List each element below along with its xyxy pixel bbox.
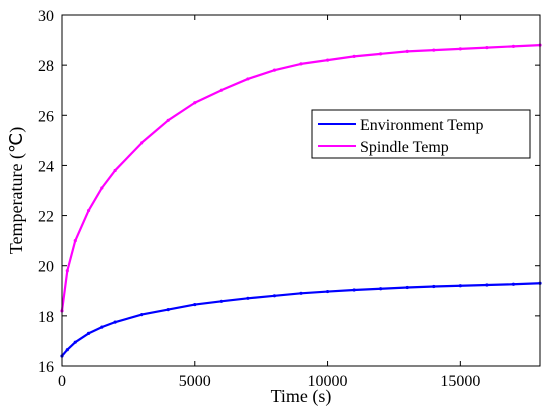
data-point (299, 291, 303, 295)
data-point (432, 284, 436, 289)
data-point (246, 296, 250, 300)
data-point (405, 285, 409, 290)
plot-area (62, 15, 540, 366)
y-tick-label: 28 (38, 58, 54, 75)
x-axis-title: Time (s) (271, 386, 332, 407)
data-point (352, 54, 356, 58)
data-point (73, 340, 77, 344)
data-point (100, 325, 104, 329)
axes-layer (61, 14, 541, 367)
data-point (193, 302, 197, 307)
data-point (219, 88, 223, 92)
x-tick-label: 5000 (179, 373, 211, 390)
data-point (246, 77, 250, 81)
x-tick-label: 15000 (440, 373, 480, 390)
series-line-1 (60, 43, 541, 311)
data-point (219, 299, 223, 303)
ticks-layer: 0 5000 10000 15000 16 18 20 22 24 26 28 30 (38, 8, 540, 390)
data-point (272, 68, 277, 72)
data-point (352, 288, 356, 292)
data-point (325, 289, 330, 294)
data-point (65, 269, 69, 273)
data-point (140, 313, 144, 317)
data-point (405, 49, 409, 53)
legend: Environment Temp Spindle Temp (311, 109, 531, 159)
data-point (166, 118, 170, 122)
y-tick-label: 20 (38, 259, 54, 276)
data-point (299, 62, 303, 66)
x-tick-label: 10000 (308, 373, 348, 390)
data-point (485, 45, 489, 50)
y-axis-title: Temperature (℃) (6, 127, 27, 254)
data-point (511, 282, 516, 286)
data-point (325, 58, 330, 62)
data-point (458, 284, 462, 288)
y-tick-label: 24 (38, 158, 54, 175)
y-tick-label: 30 (38, 8, 54, 25)
data-point (485, 283, 489, 287)
axes-frame (61, 14, 541, 367)
y-tick-label: 16 (38, 359, 54, 376)
data-point (113, 320, 117, 324)
data-point (511, 44, 516, 48)
legend-label-spindle: Spindle Temp (360, 139, 449, 156)
legend-box (311, 109, 531, 159)
y-tick-label: 26 (38, 108, 54, 125)
data-point (166, 307, 170, 312)
data-point (86, 208, 91, 213)
data-point (140, 141, 144, 145)
data-point (458, 47, 462, 51)
data-point (193, 101, 197, 105)
data-point (113, 168, 117, 173)
legend-label-environment: Environment Temp (360, 117, 483, 134)
x-tick-label: 0 (58, 373, 66, 390)
data-point (432, 48, 436, 52)
data-point (272, 294, 277, 298)
data-point (65, 348, 69, 352)
data-point (379, 52, 383, 56)
data-point (100, 186, 104, 190)
y-tick-label: 18 (38, 309, 54, 326)
data-point (86, 331, 91, 336)
data-point (73, 239, 77, 243)
y-tick-label: 22 (38, 209, 54, 226)
data-point (379, 287, 383, 291)
series-layer (60, 43, 542, 358)
series-line-0 (61, 282, 541, 357)
